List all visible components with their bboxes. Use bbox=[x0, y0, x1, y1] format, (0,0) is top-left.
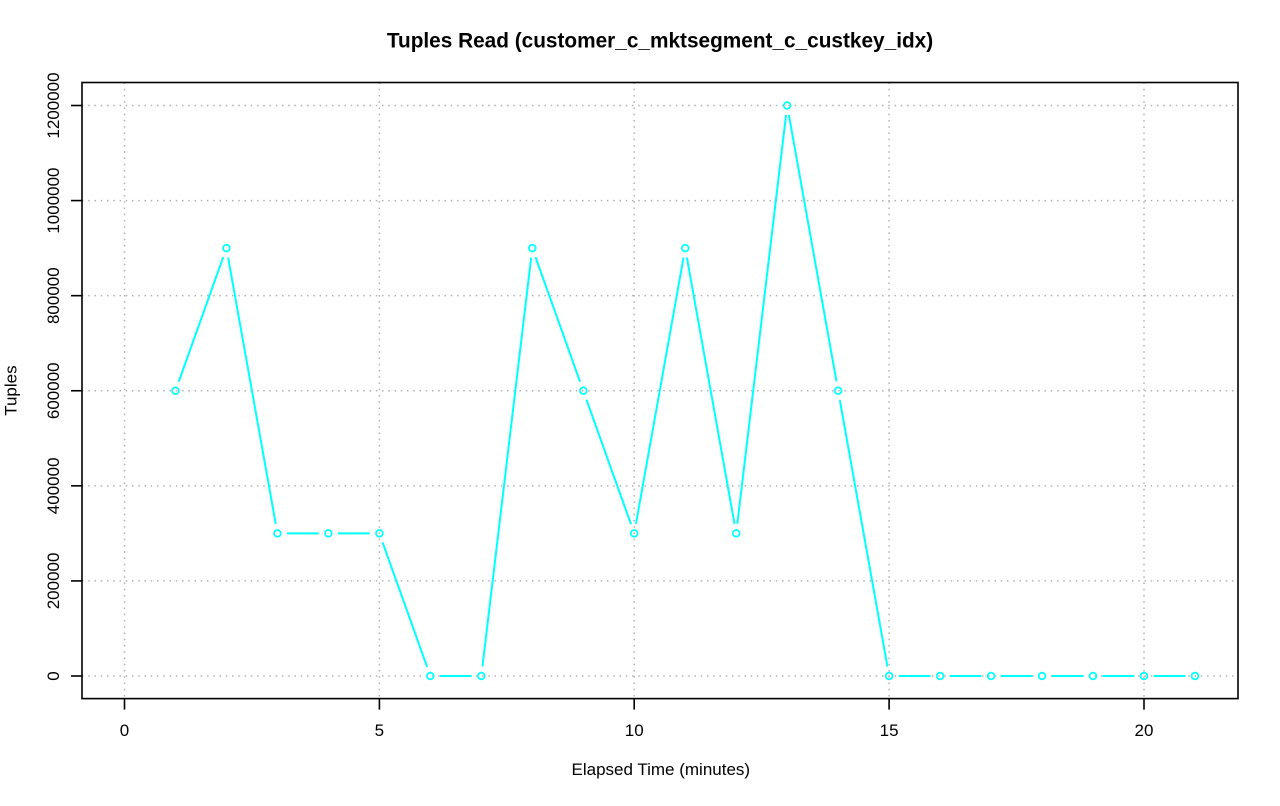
svg-text:0: 0 bbox=[44, 671, 63, 680]
svg-text:Elapsed Time (minutes): Elapsed Time (minutes) bbox=[572, 760, 751, 779]
svg-text:Tuples Read (customer_c_mktseg: Tuples Read (customer_c_mktsegment_c_cus… bbox=[387, 30, 933, 53]
svg-text:Tuples: Tuples bbox=[2, 365, 21, 415]
svg-text:400000: 400000 bbox=[44, 457, 63, 514]
svg-text:600000: 600000 bbox=[44, 362, 63, 419]
svg-text:10: 10 bbox=[625, 721, 644, 740]
svg-text:20: 20 bbox=[1135, 721, 1154, 740]
svg-text:15: 15 bbox=[880, 721, 899, 740]
svg-text:0: 0 bbox=[120, 721, 129, 740]
svg-text:5: 5 bbox=[375, 721, 384, 740]
svg-text:1000000: 1000000 bbox=[44, 167, 63, 233]
svg-text:800000: 800000 bbox=[44, 267, 63, 324]
svg-text:1200000: 1200000 bbox=[44, 72, 63, 138]
svg-text:200000: 200000 bbox=[44, 553, 63, 610]
